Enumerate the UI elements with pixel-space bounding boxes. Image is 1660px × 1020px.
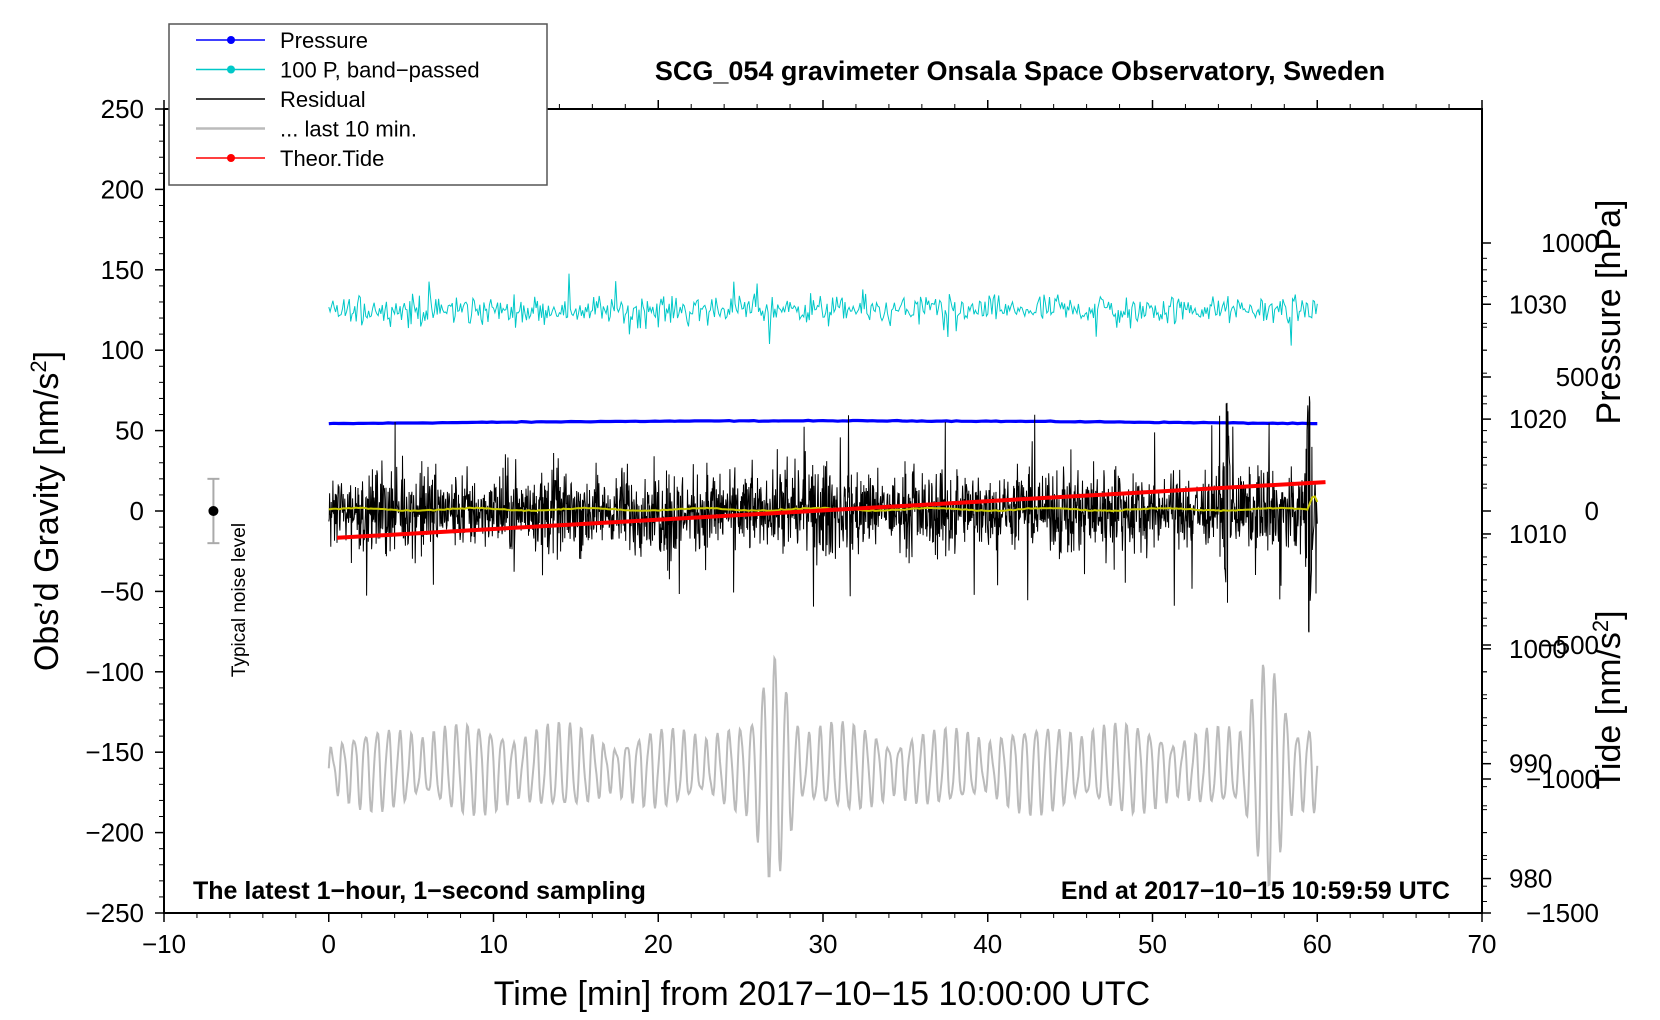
y-tick-label: −250 (85, 898, 144, 928)
y-tick-label: −200 (85, 818, 144, 848)
legend-label: Pressure (280, 28, 368, 53)
legend-label: Theor.Tide (280, 146, 384, 171)
y-tick-label: 250 (101, 94, 144, 124)
y-tick-label: −50 (100, 576, 144, 606)
annotation-right: End at 2017−10−15 10:59:59 UTC (1061, 877, 1450, 905)
x-axis-ticks: −10 0 10 20 30 40 50 60 70 (142, 100, 1497, 959)
pressure-tick-label: 1020 (1509, 404, 1567, 434)
tide-tick-label: 0 (1585, 496, 1599, 526)
pressure-tick-label: 1030 (1509, 289, 1567, 319)
tide-axis-title-sup: 2 (1588, 620, 1613, 632)
pressure-tick-label: 990 (1509, 749, 1552, 779)
pressure-tick-label: 1010 (1509, 519, 1567, 549)
chart-title: SCG_054 gravimeter Onsala Space Observat… (655, 56, 1385, 86)
y-axis-title-sup: 2 (26, 360, 51, 372)
y-axis-ticks: 250 200 150 100 50 0 −50 −100 −150 −200 −250 (85, 94, 164, 928)
noise-bar-point (208, 506, 219, 516)
tide-axis-title-end: ] (1590, 610, 1628, 619)
legend-label: 100 P, band−passed (280, 58, 480, 83)
tide-tick-label: 500 (1556, 362, 1599, 392)
y-tick-label: −150 (85, 737, 144, 767)
y-axis-title: Obs’d Gravity [nm/s2] (26, 351, 67, 671)
y-tick-label: −100 (85, 657, 144, 687)
pressure-tick-label: 1000 (1509, 634, 1567, 664)
legend-marker (227, 36, 235, 44)
y-tick-label: 150 (101, 255, 144, 285)
tide-tick-label: −1000 (1526, 764, 1599, 794)
tide-axis-ticks: 1000 500 0 −500 −1000 −1500 (1482, 228, 1599, 928)
pressure-axis-title: Pressure [hPa] (1590, 200, 1628, 425)
residual-line (328, 396, 1318, 633)
tide-tick-label: −1500 (1526, 898, 1599, 928)
y-tick-label: 0 (130, 496, 144, 526)
x-tick-label: 40 (973, 929, 1002, 959)
x-tick-label: 50 (1138, 929, 1167, 959)
x-tick-label: 30 (809, 929, 838, 959)
tide-tick-label: 1000 (1541, 228, 1599, 258)
legend: Pressure 100 P, band−passed Residual ... la… (168, 23, 548, 186)
band-passed-pressure-line (328, 273, 1318, 346)
tide-tick-label: −500 (1540, 630, 1599, 660)
annotation-left: The latest 1−hour, 1−second sampling (193, 877, 646, 905)
pressure-axis-ticks: 1030 1020 1010 1000 990 980 (1482, 257, 1567, 903)
x-tick-label: 70 (1468, 929, 1497, 959)
series-group (327, 273, 1326, 887)
y-tick-label: 100 (101, 335, 144, 365)
y-tick-label: 50 (115, 416, 144, 446)
legend-label: Residual (280, 87, 366, 112)
last-10-min-line (327, 654, 1319, 887)
noise-label: Typical noise level (229, 523, 250, 677)
theoretical-tide-line (336, 480, 1326, 540)
x-tick-label: −10 (142, 929, 186, 959)
tide-axis-title-main: Tide [nm/s (1590, 632, 1628, 789)
pressure-line (328, 418, 1318, 426)
legend-label: ... last 10 min. (280, 117, 417, 142)
legend-marker (227, 154, 235, 162)
residual-smoothed-line (328, 495, 1319, 513)
tide-axis-title: Tide [nm/s2] (1588, 610, 1629, 789)
legend-marker (227, 65, 235, 74)
x-tick-label: 0 (322, 929, 336, 959)
x-tick-label: 60 (1303, 929, 1332, 959)
y-axis-title-main: Obs’d Gravity [nm/s (28, 373, 66, 672)
x-tick-label: 20 (644, 929, 673, 959)
pressure-tick-label: 980 (1509, 864, 1552, 894)
x-tick-label: 10 (479, 929, 508, 959)
noise-level-indicator (207, 477, 220, 545)
y-tick-label: 200 (101, 174, 144, 204)
x-axis-title: Time [min] from 2017−10−15 10:00:00 UTC (494, 975, 1150, 1013)
y-axis-title-end: ] (28, 351, 66, 360)
